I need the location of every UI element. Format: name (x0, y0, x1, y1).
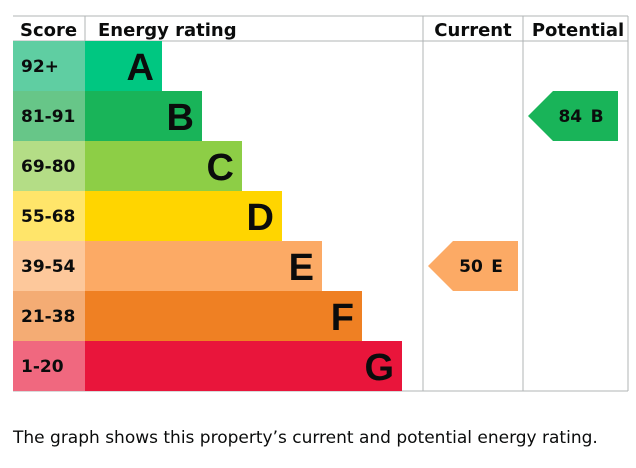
band-letter: G (364, 347, 394, 389)
band-letter: E (289, 247, 314, 289)
band-c: 69-80 C (13, 141, 242, 191)
band-e: 39-54 E (13, 241, 322, 291)
header-potential: Potential (532, 20, 624, 41)
band-letter: C (207, 147, 234, 189)
band-score-cell (13, 191, 85, 241)
column-headers: Score Energy rating Current Potential (20, 20, 624, 41)
band-bar (85, 291, 362, 341)
band-bar (85, 341, 402, 391)
rating-arrows: 50 E 84 B (428, 91, 618, 291)
energy-rating-chart: Score Energy rating Current Potential 92… (13, 15, 629, 392)
rating-bands: 92+ A 81-91 B 69-80 C 55-68 D 39-54 E 21-38 F 1-20 G (13, 41, 402, 391)
current-rating-arrow: 50 E (428, 241, 518, 291)
header-energy-rating: Energy rating (98, 20, 237, 41)
band-score-cell (13, 291, 85, 341)
band-score-label: 92+ (21, 57, 59, 77)
band-letter: A (127, 47, 154, 89)
band-d: 55-68 D (13, 191, 282, 241)
band-bar (85, 241, 322, 291)
band-score-cell (13, 141, 85, 191)
band-score-label: 39-54 (21, 257, 76, 277)
band-a: 92+ A (13, 41, 162, 91)
header-score: Score (20, 20, 77, 41)
band-score-cell (13, 41, 85, 91)
band-bar (85, 141, 242, 191)
band-bar (85, 41, 162, 91)
band-score-cell (13, 341, 85, 391)
band-score-label: 55-68 (21, 207, 75, 227)
band-bar (85, 191, 282, 241)
band-score-cell (13, 91, 85, 141)
band-score-label: 69-80 (21, 157, 76, 177)
chart-caption: The graph shows this property’s current … (13, 428, 598, 448)
potential-rating-arrow: 84 B (528, 91, 618, 141)
header-current: Current (434, 20, 512, 41)
potential-rating-arrow-shape (528, 91, 618, 141)
band-g: 1-20 G (13, 341, 402, 391)
current-rating-arrow-shape (428, 241, 518, 291)
band-bar (85, 91, 202, 141)
band-score-cell (13, 241, 85, 291)
band-score-label: 21-38 (21, 307, 75, 327)
potential-rating-arrow-label: 84 B (558, 107, 603, 127)
band-b: 81-91 B (13, 91, 202, 141)
band-letter: F (331, 297, 354, 339)
band-score-label: 81-91 (21, 107, 75, 127)
band-letter: D (247, 197, 274, 239)
band-f: 21-38 F (13, 291, 362, 341)
band-letter: B (167, 97, 194, 139)
current-rating-arrow-label: 50 E (459, 257, 503, 277)
band-score-label: 1-20 (21, 357, 64, 377)
